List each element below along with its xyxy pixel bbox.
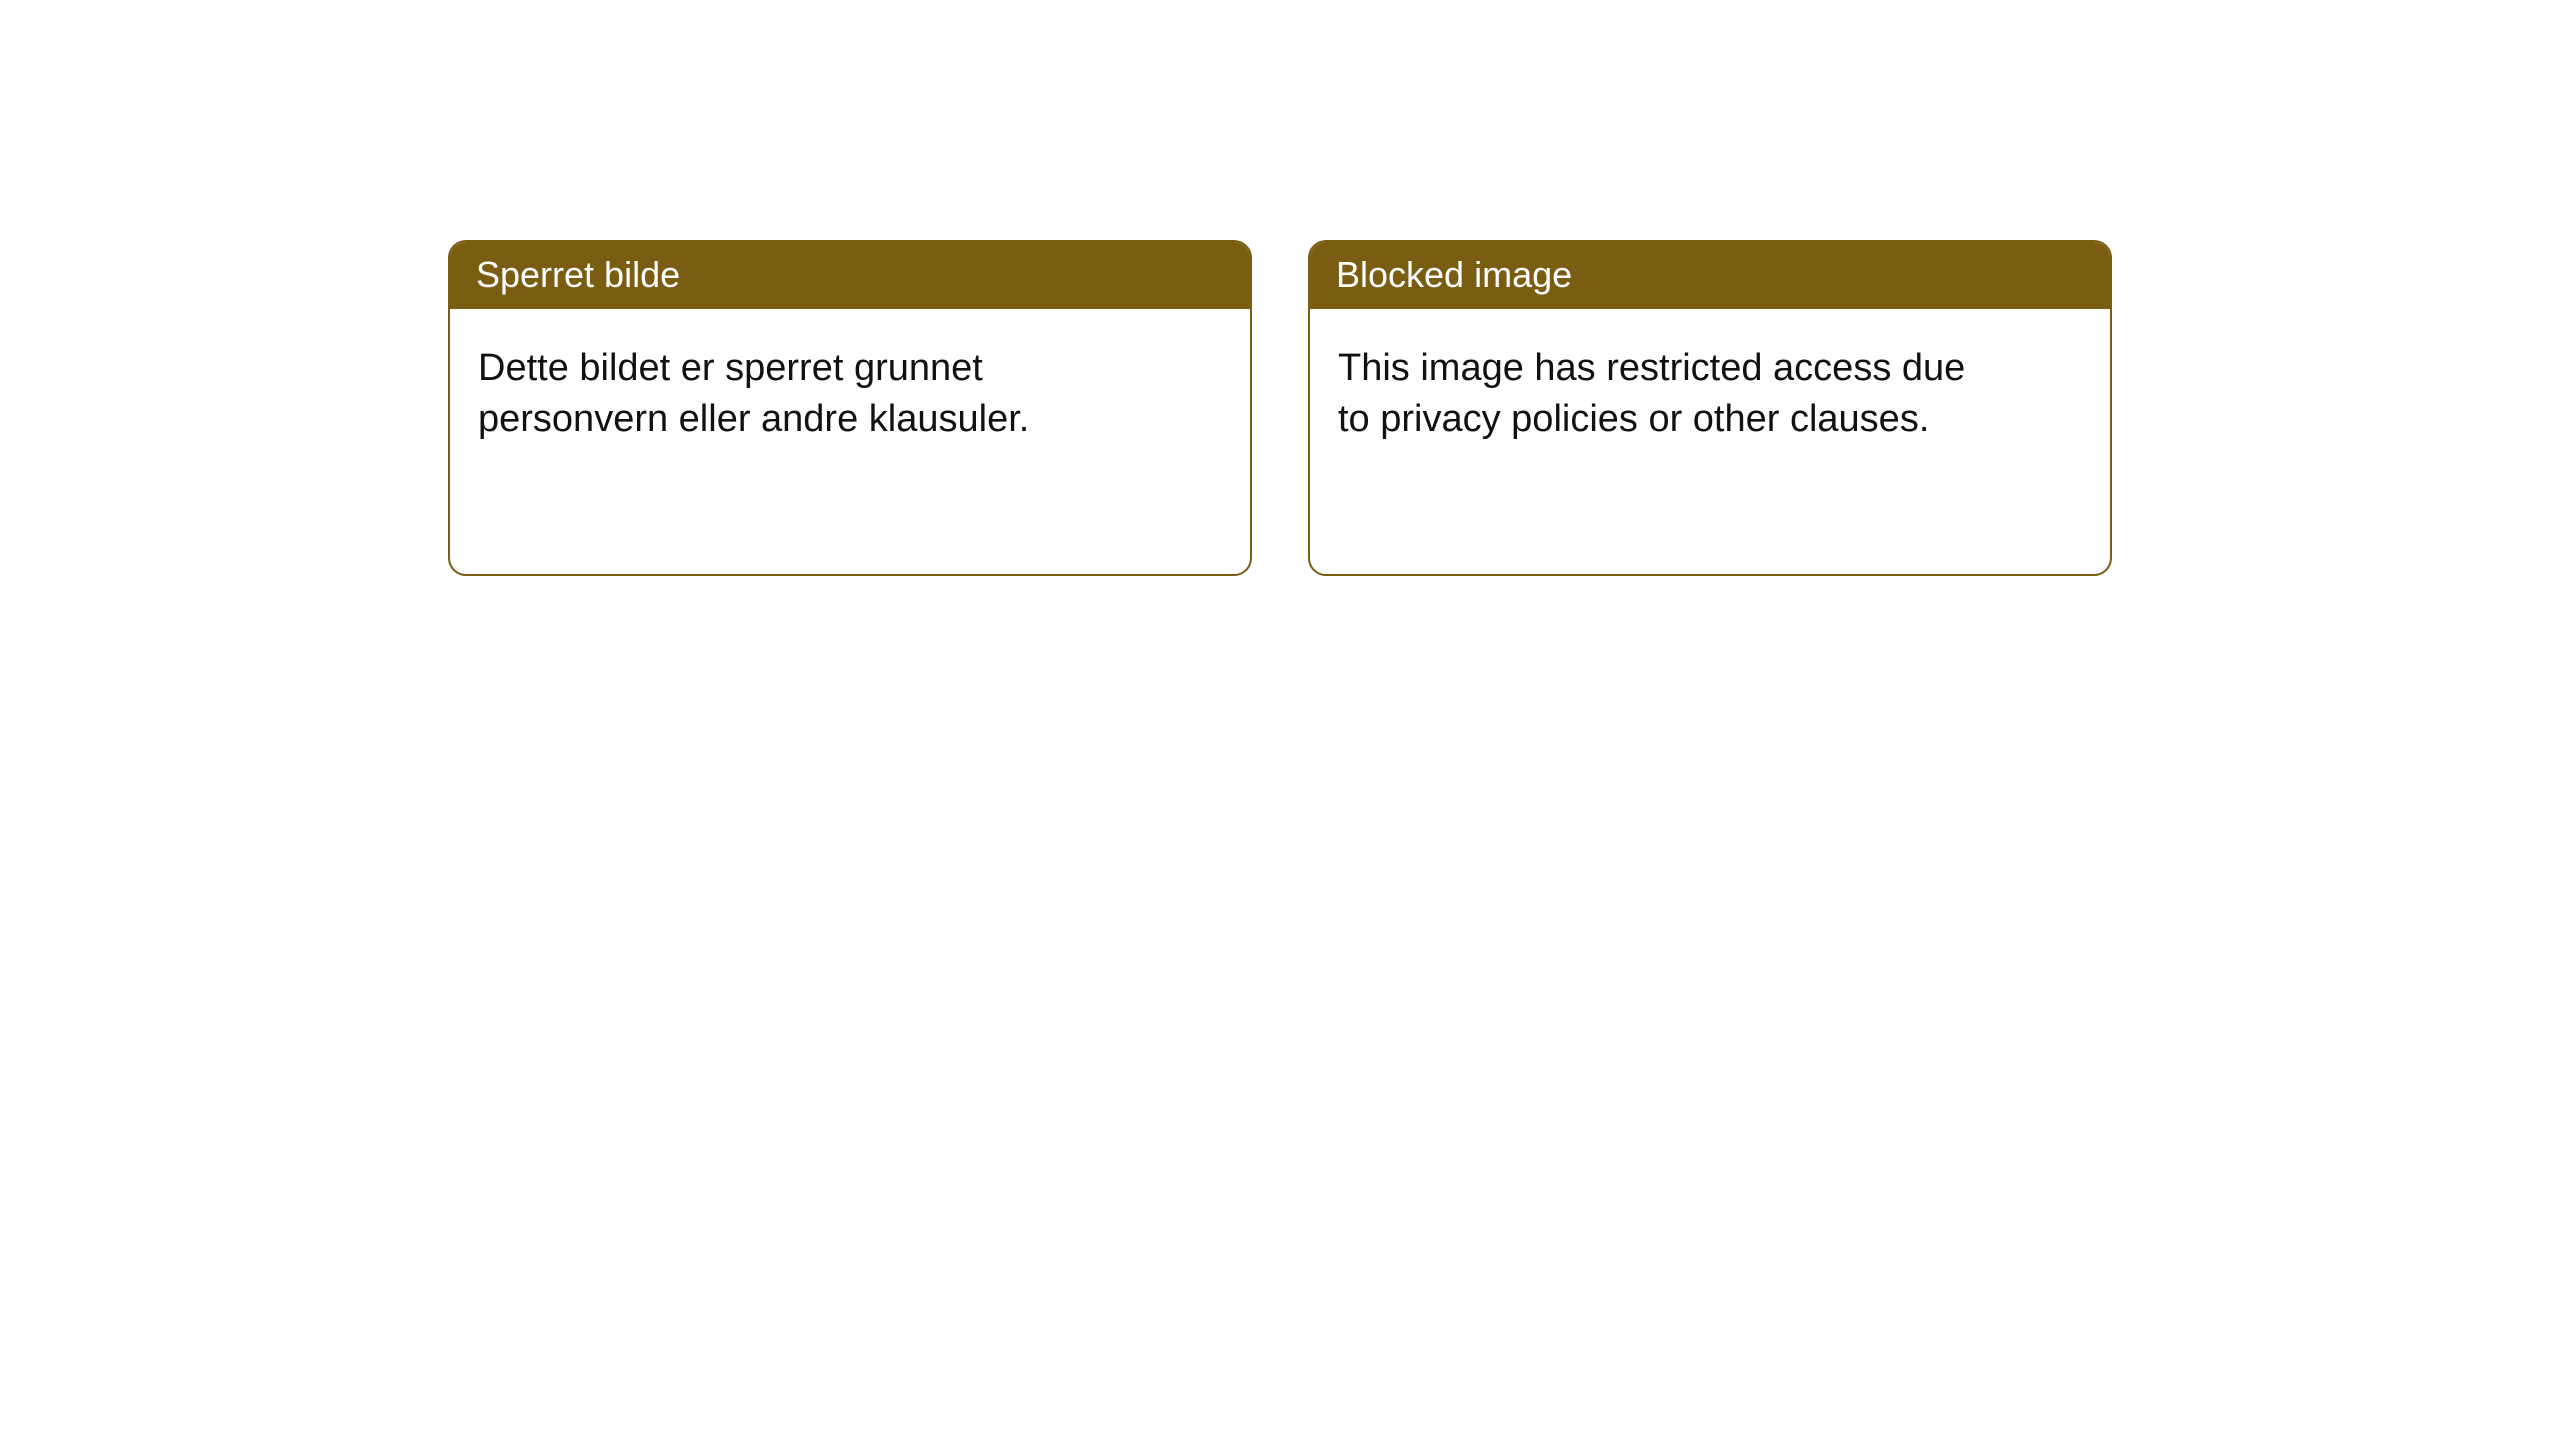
card-header-en: Blocked image — [1310, 242, 2110, 309]
card-body-en: This image has restricted access due to … — [1310, 309, 2030, 474]
blocked-card-en: Blocked image This image has restricted … — [1308, 240, 2112, 576]
page-root: Sperret bilde Dette bildet er sperret gr… — [0, 0, 2560, 1440]
blocked-card-no: Sperret bilde Dette bildet er sperret gr… — [448, 240, 1252, 576]
card-header-no: Sperret bilde — [450, 242, 1250, 309]
card-body-no: Dette bildet er sperret grunnet personve… — [450, 309, 1170, 474]
